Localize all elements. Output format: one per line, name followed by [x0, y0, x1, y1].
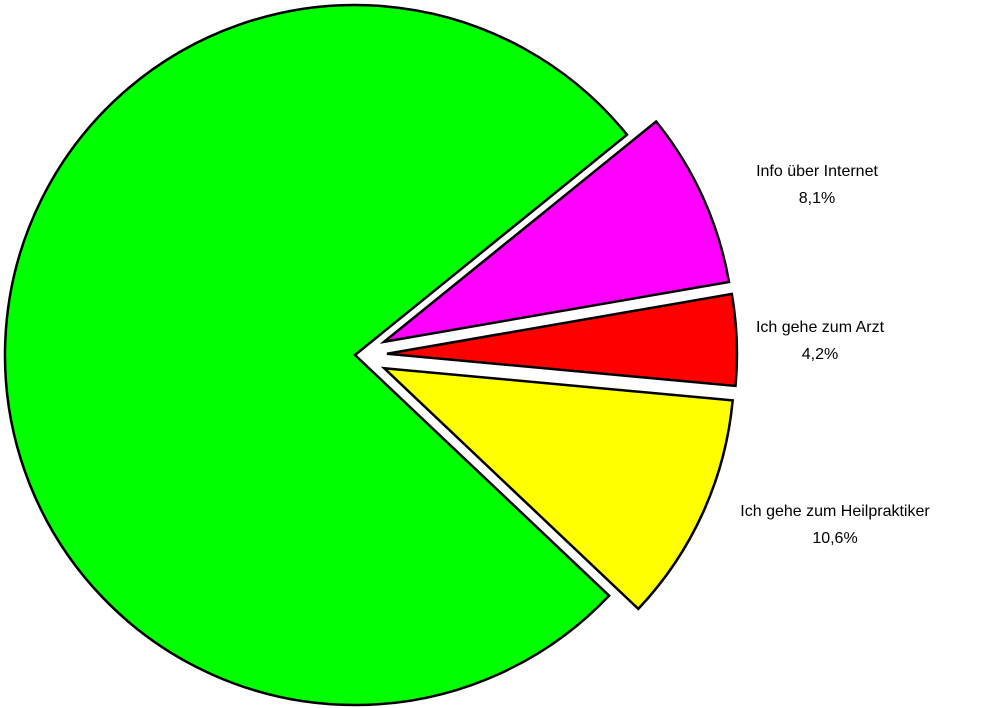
slice-label: Ich gehe zum Arzt — [756, 319, 885, 336]
pie-slice — [379, 119, 731, 344]
slice-value-label: 10,6% — [812, 530, 857, 547]
slice-value-label: 8,1% — [799, 190, 835, 207]
slice-label: Info über Internet — [756, 163, 878, 180]
slice-value-label: 4,2% — [802, 346, 838, 363]
pie-slice — [380, 366, 735, 611]
slice-label: Ich gehe zum Heilpraktiker — [740, 503, 930, 520]
pie-slice — [386, 292, 739, 388]
pie-slice — [3, 3, 629, 707]
